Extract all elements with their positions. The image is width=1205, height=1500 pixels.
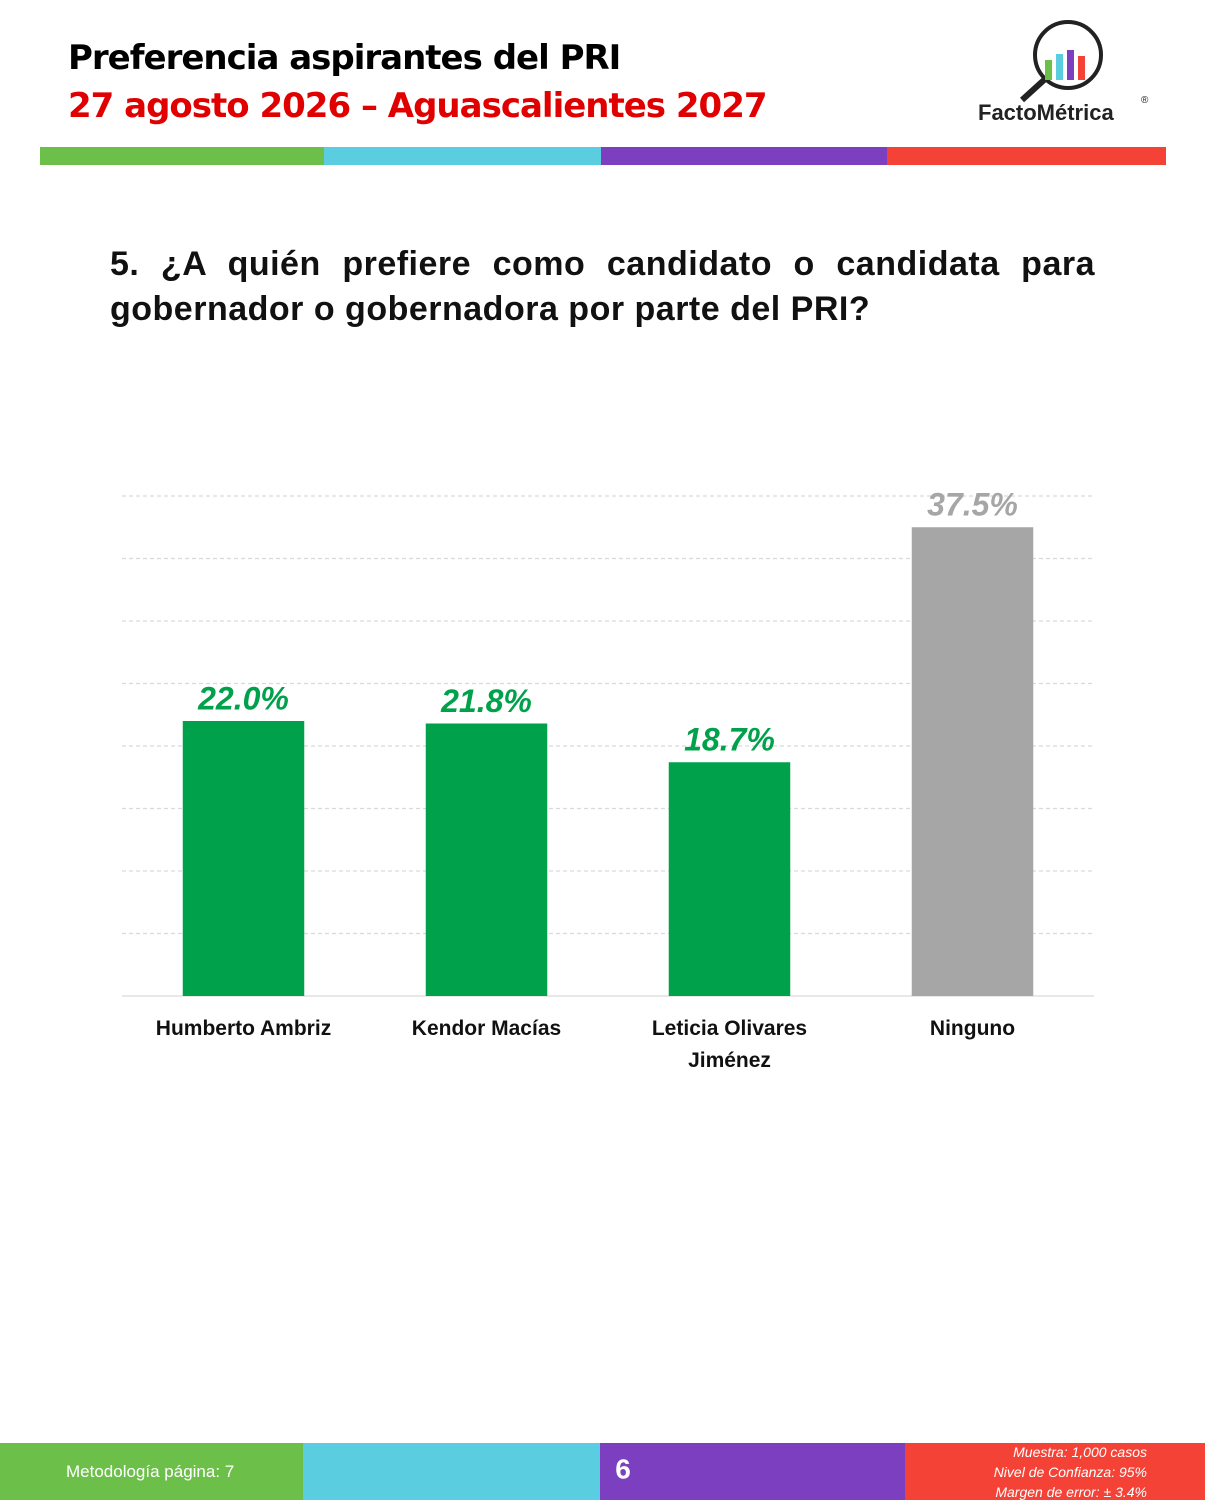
- strip-cyan: [324, 147, 601, 165]
- x-tick-label: Leticia Olivares Jiménez: [651, 1017, 808, 1072]
- sample: Muestra: 1,000 casos: [1013, 1444, 1147, 1460]
- footer-cyan: [303, 1443, 600, 1500]
- strip-red: [887, 147, 1166, 165]
- bar: [911, 527, 1034, 996]
- confidence: Nivel de Confianza: 95%: [993, 1464, 1147, 1480]
- strip-purple: [601, 147, 887, 165]
- footer-green: [0, 1443, 303, 1500]
- x-tick-label: Ninguno: [929, 1017, 1016, 1040]
- logo: FactoMétrica: [978, 100, 1114, 125]
- bar: [425, 723, 548, 996]
- margin-error: Margen de error: ± 3.4%: [995, 1484, 1147, 1500]
- bar: [668, 762, 791, 996]
- footer-red: [905, 1443, 1205, 1500]
- logo-mark: ®: [1141, 95, 1149, 106]
- footer-purple: [600, 1443, 905, 1500]
- question: 5. ¿A quién prefiere como candidato o ca…: [110, 245, 1095, 328]
- value-label: 18.7%: [684, 722, 775, 758]
- page-number: 6: [615, 1453, 631, 1484]
- value-label: 22.0%: [197, 680, 289, 716]
- x-tick-label: Kendor Macías: [411, 1017, 562, 1040]
- x-tick-label: Humberto Ambriz: [155, 1017, 332, 1040]
- logo-icon: [1019, 20, 1103, 103]
- title: Preferencia aspirantes del PRI: [68, 38, 621, 78]
- bar: [182, 721, 305, 996]
- value-label: 37.5%: [927, 487, 1018, 523]
- value-label: 21.8%: [440, 683, 532, 719]
- subtitle: 27 agosto 2026 – Aguascalientes 2027: [68, 86, 768, 126]
- strip-green: [40, 147, 324, 165]
- methodology: Metodología página: 7: [66, 1462, 235, 1481]
